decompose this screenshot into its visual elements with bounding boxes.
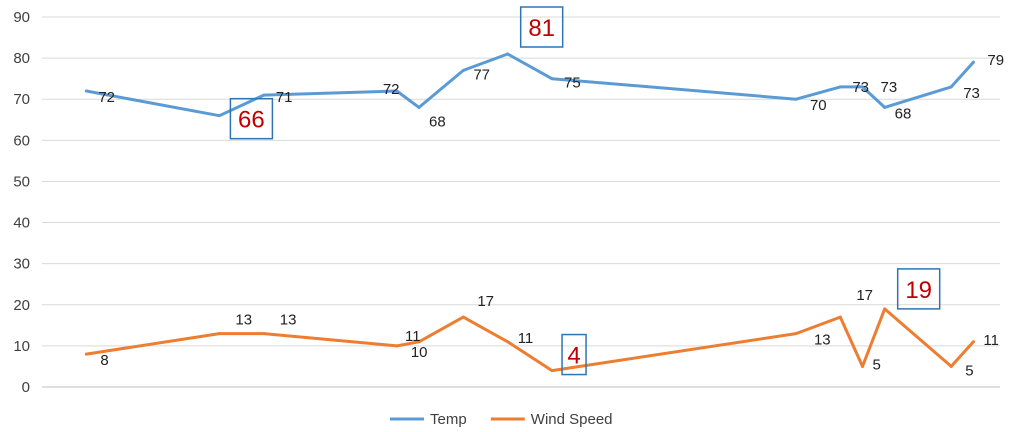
data-point	[971, 340, 975, 344]
highlight-callouts: 66 81 4 19	[229, 6, 941, 376]
data-point	[395, 89, 399, 93]
legend-label-1: Wind Speed	[531, 411, 613, 428]
data-point	[395, 344, 399, 348]
y-tick-label: 10	[13, 338, 30, 355]
data-point	[971, 60, 975, 64]
y-tick-label: 50	[13, 173, 30, 190]
data-point	[550, 369, 554, 373]
data-point	[794, 332, 798, 336]
highlight-box	[896, 268, 941, 310]
data-point	[461, 68, 465, 72]
data-point	[417, 340, 421, 344]
y-tick-label: 20	[13, 297, 30, 314]
data-label: 5	[873, 356, 881, 373]
highlight-box	[519, 6, 564, 48]
y-tick-label: 0	[22, 379, 30, 396]
data-label: 73	[852, 79, 869, 96]
data-label: 75	[564, 75, 581, 92]
series-line-1	[84, 307, 975, 373]
data-label: 79	[987, 52, 1004, 69]
data-label: 11	[983, 332, 999, 349]
data-point	[883, 105, 887, 109]
highlight-value: 4	[567, 343, 580, 370]
legend-label-0: Temp	[430, 411, 467, 428]
data-point	[506, 52, 510, 56]
data-point	[550, 77, 554, 81]
data-point	[262, 332, 266, 336]
data-label: 73	[881, 79, 898, 96]
data-label: 68	[895, 105, 912, 122]
data-point	[838, 315, 842, 319]
data-point	[949, 85, 953, 89]
y-tick-label: 70	[13, 91, 30, 108]
data-point	[949, 364, 953, 368]
data-label: 11	[518, 330, 534, 347]
highlight-value: 66	[238, 107, 265, 134]
data-label: 10	[411, 344, 428, 361]
legend: Temp Wind Speed	[390, 411, 613, 428]
y-tick-label: 60	[13, 132, 30, 149]
data-point	[217, 332, 221, 336]
data-label: 11	[405, 328, 421, 345]
data-point	[794, 97, 798, 101]
data-point	[217, 114, 221, 118]
data-label: 17	[477, 293, 494, 310]
data-label: 8	[100, 352, 108, 369]
data-point	[84, 352, 88, 356]
series-lines	[84, 52, 975, 373]
data-label: 13	[814, 332, 831, 349]
highlight-box	[561, 333, 587, 376]
data-label: 5	[965, 362, 973, 379]
data-point	[262, 93, 266, 97]
data-point	[84, 89, 88, 93]
data-point	[883, 307, 887, 311]
data-label: 68	[429, 113, 446, 130]
data-point	[861, 364, 865, 368]
data-label: 72	[383, 81, 400, 98]
series-line-0	[84, 52, 975, 118]
data-point	[861, 85, 865, 89]
data-point	[461, 315, 465, 319]
y-tick-label: 40	[13, 215, 30, 232]
data-point	[506, 340, 510, 344]
data-label: 70	[810, 97, 827, 114]
y-axis-ticks: 0 10 20 30 40 50 60 70 80 90	[13, 9, 30, 396]
highlight-box	[229, 97, 274, 140]
data-point	[838, 85, 842, 89]
data-label: 71	[276, 89, 293, 106]
data-label: 13	[280, 312, 297, 329]
data-label: 13	[235, 312, 252, 329]
y-tick-label: 30	[13, 256, 30, 273]
y-tick-label: 90	[13, 9, 30, 26]
gridlines	[42, 16, 1000, 388]
data-label: 72	[98, 89, 115, 106]
highlight-value: 19	[905, 277, 932, 304]
data-point	[417, 105, 421, 109]
y-tick-label: 80	[13, 50, 30, 67]
highlight-value: 81	[528, 15, 555, 42]
data-label: 73	[963, 85, 980, 102]
data-label: 17	[856, 287, 873, 304]
data-label: 77	[473, 66, 490, 83]
